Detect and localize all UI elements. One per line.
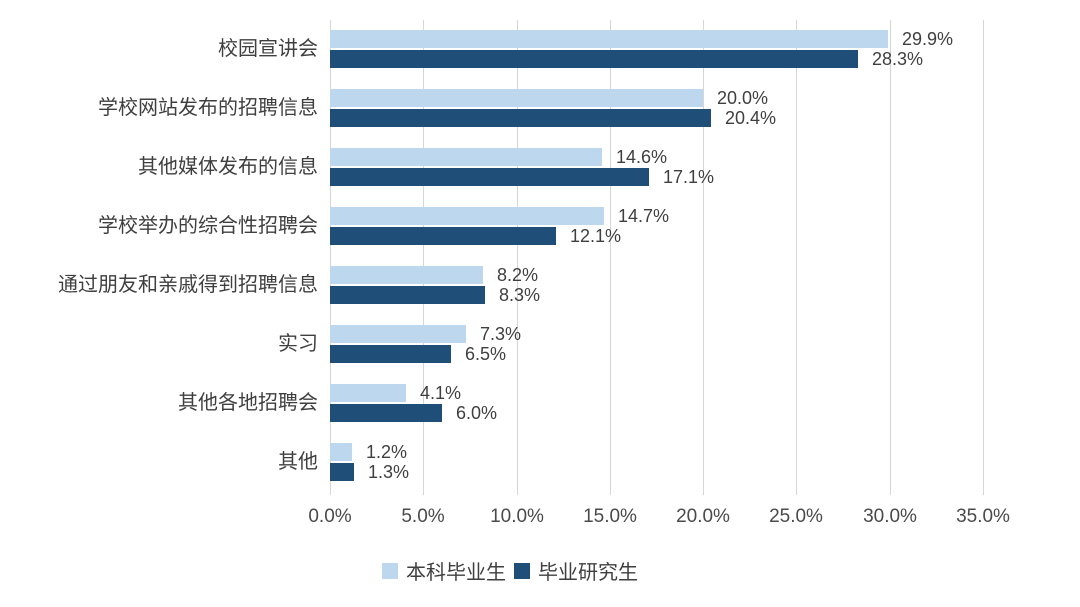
bar-grad [330,286,485,304]
bar-value-label: 8.3% [499,285,541,305]
category-label: 校园宣讲会 [218,38,318,60]
bar-undergrad [330,148,602,166]
x-axis-tick-label: 0.0% [308,506,352,527]
bar-value-label: 8.2% [497,265,539,285]
bar-value-label: 4.1% [420,383,462,403]
category-label: 其他媒体发布的信息 [138,156,318,178]
legend-label-grad: 毕业研究生 [538,562,638,584]
category-label: 学校举办的综合性招聘会 [98,215,318,237]
bar-value-label: 14.6% [616,147,668,167]
bar-value-label: 29.9% [902,29,954,49]
category-label: 其他 [278,451,318,473]
gridline [517,20,518,495]
bar-undergrad [330,207,604,225]
bar-grad [330,345,451,363]
bar-grad [330,109,711,127]
gridline [703,20,704,495]
bar-grad [330,227,556,245]
bar-grad [330,463,354,481]
bar-undergrad [330,384,406,402]
x-axis-tick-label: 30.0% [863,506,917,527]
bar-value-label: 14.7% [618,206,670,226]
bar-undergrad [330,266,483,284]
legend-swatch-grad [514,562,530,579]
bar-undergrad [330,30,888,48]
legend-label-undergrad: 本科毕业生 [406,562,506,584]
bar-value-label: 6.5% [465,344,507,364]
category-axis: 校园宣讲会学校网站发布的招聘信息其他媒体发布的信息学校举办的综合性招聘会通过朋友… [0,0,318,607]
category-label: 学校网站发布的招聘信息 [98,97,318,119]
bar-value-label: 28.3% [872,49,924,69]
category-label: 其他各地招聘会 [178,392,318,414]
bar-value-label: 20.4% [725,108,777,128]
plot-area: 29.9% 28.3% 20.0% 20.4% 14.6% 17.1% 14.7% 12.1%… [330,20,984,495]
legend: 本科毕业生 毕业研究生 [0,556,1020,585]
legend-swatch-undergrad [382,562,398,579]
bar-value-label: 6.0% [456,403,498,423]
bar-value-label: 1.2% [366,442,408,462]
x-axis-tick-label: 20.0% [676,506,730,527]
bar-grad [330,168,649,186]
x-axis-tick-label: 35.0% [956,506,1010,527]
bar-value-label: 7.3% [480,324,522,344]
bar-undergrad [330,443,352,461]
bar-value-label: 1.3% [368,462,410,482]
x-axis-tick-label: 25.0% [769,506,823,527]
x-axis-tick-label: 5.0% [401,506,445,527]
gridline [330,20,331,495]
bar-value-label: 17.1% [663,167,715,187]
bar-grad [330,404,442,422]
bar-value-label: 12.1% [570,226,622,246]
gridline [423,20,424,495]
category-label: 实习 [278,333,318,355]
gridline [796,20,797,495]
gridline [983,20,984,495]
bar-undergrad [330,325,466,343]
gridline [610,20,611,495]
category-label: 通过朋友和亲戚得到招聘信息 [58,274,318,296]
bar-grad [330,50,858,68]
x-axis-tick-label: 10.0% [490,506,544,527]
bar-undergrad [330,89,703,107]
x-axis-tick-label: 15.0% [583,506,637,527]
gridline [890,20,891,495]
bar-value-label: 20.0% [717,88,769,108]
